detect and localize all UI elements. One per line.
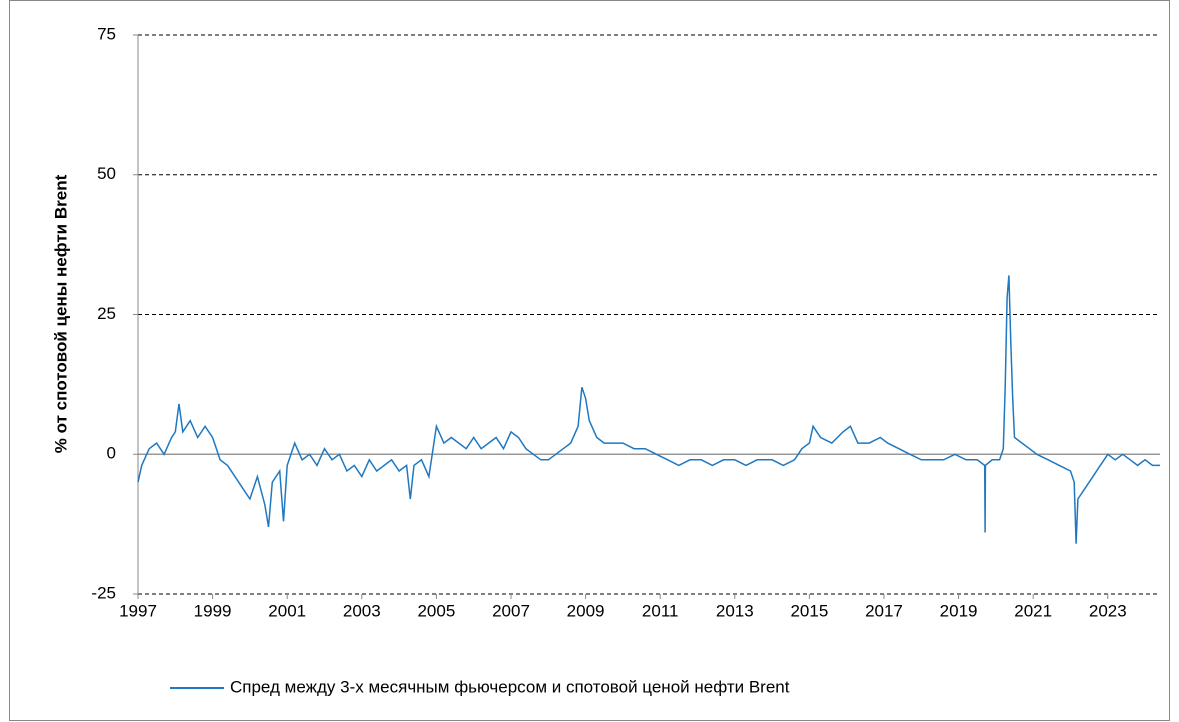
y-axis-label: % от спотовой цены нефти Brent [51,174,70,453]
x-tick-label: 2017 [865,601,903,620]
x-tick-label: 2011 [642,601,679,620]
x-tick-label: 2007 [492,601,530,620]
x-tick-label: 2003 [343,601,381,620]
x-tick-label: 2021 [1014,601,1052,620]
x-tick-label: 2001 [268,601,306,620]
y-tick-label: 0 [107,444,116,463]
x-tick-label: 2015 [790,601,828,620]
x-tick-label: 2009 [567,601,605,620]
data-line [137,275,1160,544]
legend-label: Спред между 3-х месячным фьючерсом и спо… [230,677,790,696]
x-tick-label: 2019 [940,601,978,620]
y-tick-label: 25 [97,304,116,323]
x-tick-label: 2005 [417,601,455,620]
x-tick-label: 1999 [194,601,232,620]
y-tick-label: 50 [97,164,116,183]
x-tick-label: 2023 [1089,601,1127,620]
chart-frame [9,0,1170,721]
x-tick-label: 1997 [119,601,157,620]
y-tick-label: 75 [97,24,116,43]
x-tick-label: 2013 [716,601,754,620]
y-tick-label: -25 [91,583,116,602]
